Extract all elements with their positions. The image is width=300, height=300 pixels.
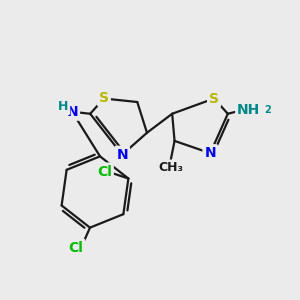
Text: CH₃: CH₃ (158, 161, 183, 174)
Text: Cl: Cl (97, 164, 112, 178)
Text: N: N (66, 105, 78, 119)
Text: 2: 2 (264, 105, 271, 115)
Text: NH: NH (237, 103, 260, 117)
Text: S: S (209, 92, 219, 106)
Text: N: N (204, 146, 216, 160)
Text: Cl: Cl (69, 241, 83, 255)
Text: N: N (116, 148, 128, 162)
Text: S: S (99, 91, 109, 104)
Text: H: H (58, 100, 68, 113)
